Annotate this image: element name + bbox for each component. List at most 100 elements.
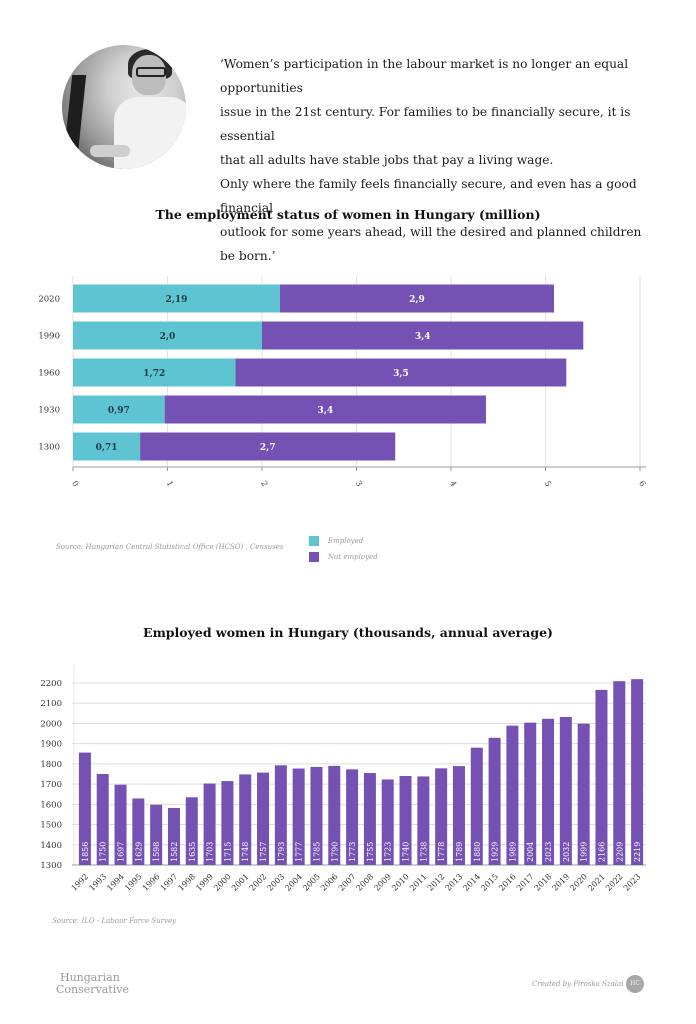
bar <box>452 766 465 865</box>
data-label-employed: 0,71 <box>96 443 118 453</box>
data-label: 1750 <box>99 842 108 862</box>
x-tick-label: 2003 <box>265 872 286 893</box>
y-tick-label: 1400 <box>40 841 62 851</box>
bar-not-employed <box>279 284 555 313</box>
y-category-label: 1960 <box>38 369 60 379</box>
bar <box>239 774 252 865</box>
x-tick-label: 2018 <box>533 872 554 893</box>
data-label-not-employed: 2,7 <box>260 443 276 453</box>
bar <box>613 681 626 865</box>
data-label-employed: 1,72 <box>143 369 165 379</box>
y-category-label: 1990 <box>38 332 60 342</box>
x-tick-label: 2009 <box>372 872 393 893</box>
chart2-source: Source: ILO - Labour Force Survey <box>52 917 177 925</box>
x-tick-label: 2014 <box>461 872 482 893</box>
bar <box>595 689 608 865</box>
bar <box>506 725 519 865</box>
data-label: 2023 <box>544 842 553 862</box>
x-tick-label: 1996 <box>141 872 162 893</box>
bar <box>221 781 234 865</box>
y-tick-label: 2200 <box>40 679 62 689</box>
x-tick-label: 2001 <box>230 872 251 893</box>
legend-label-not-employed: Not employed <box>328 553 378 561</box>
data-label: 1582 <box>170 842 179 862</box>
bar <box>78 752 91 865</box>
x-tick-label: 2017 <box>515 872 536 893</box>
data-label: 1989 <box>508 842 517 862</box>
y-tick-label: 1700 <box>40 780 62 790</box>
quote-line: ‘Women’s participation in the labour mar… <box>220 57 629 95</box>
brand-line1: Hungarian <box>60 971 120 984</box>
bar-not-employed <box>262 321 584 350</box>
bar <box>381 779 394 865</box>
bar <box>470 747 483 865</box>
bar <box>488 737 501 865</box>
chart1-legend: Employed Not employed <box>309 533 378 565</box>
legend-swatch-not-employed <box>309 552 319 562</box>
data-label: 1773 <box>348 842 357 862</box>
y-category-label: 1930 <box>38 406 60 416</box>
x-tick-label: 2 <box>259 479 269 488</box>
data-label-not-employed: 3,4 <box>317 406 333 416</box>
x-tick-label: 1997 <box>159 872 180 893</box>
x-tick-label: 1 <box>164 479 174 488</box>
hands-shape <box>90 145 130 157</box>
x-tick-label: 3 <box>353 479 363 488</box>
quote-line: issue in the 21st century. For families … <box>220 105 631 143</box>
glasses-shape <box>136 67 166 77</box>
bar <box>328 765 341 865</box>
y-tick-label: 1600 <box>40 800 62 810</box>
bar-employed <box>73 395 165 424</box>
data-label: 2166 <box>597 842 606 862</box>
bar <box>524 722 537 865</box>
x-tick-label: 2020 <box>568 872 589 893</box>
legend-swatch-employed <box>309 536 319 546</box>
bar <box>310 766 323 865</box>
bar <box>417 776 430 865</box>
bar <box>542 718 555 865</box>
bar-not-employed <box>235 358 567 387</box>
data-label: 1999 <box>580 842 589 862</box>
x-tick-label: 2002 <box>248 872 269 893</box>
bar <box>132 798 145 865</box>
bar <box>203 783 216 865</box>
x-tick-label: 2000 <box>212 872 233 893</box>
chart2-title: Employed women in Hungary (thousands, an… <box>143 625 553 640</box>
data-label: 1856 <box>81 842 90 862</box>
x-tick-label: 2011 <box>408 872 429 893</box>
x-tick-label: 1998 <box>176 872 197 893</box>
data-label: 2032 <box>562 842 571 862</box>
bar <box>292 768 305 865</box>
data-label: 2219 <box>633 842 642 862</box>
legend-item-employed: Employed <box>309 533 378 549</box>
bar-not-employed <box>164 395 486 424</box>
data-label: 1880 <box>473 842 482 862</box>
data-label: 2004 <box>526 842 535 862</box>
x-tick-label: 2004 <box>283 872 304 893</box>
x-tick-label: 2012 <box>426 872 447 893</box>
data-label-not-employed: 3,4 <box>415 332 431 342</box>
data-label: 1785 <box>312 842 321 862</box>
x-tick-label: 2019 <box>550 872 571 893</box>
data-label: 1748 <box>241 842 250 862</box>
bar <box>399 776 412 865</box>
bar <box>435 768 448 865</box>
data-label: 1790 <box>330 842 339 862</box>
bar-employed <box>73 284 280 313</box>
quote-line: Only where the family feels financially … <box>220 177 637 215</box>
monitor-shape <box>63 75 87 155</box>
data-label-not-employed: 2,9 <box>409 295 425 305</box>
x-tick-label: 2021 <box>586 872 607 893</box>
x-tick-label: 2010 <box>390 872 411 893</box>
data-label: 1777 <box>295 842 304 862</box>
x-tick-label: 1999 <box>194 872 215 893</box>
brand-logo: Hungarian Conservative <box>56 972 129 996</box>
bar <box>363 772 376 865</box>
x-tick-label: 2008 <box>355 872 376 893</box>
bar <box>559 716 572 865</box>
data-label: 1793 <box>277 842 286 862</box>
credit-text: Created by Piroska Szalai <box>532 980 624 988</box>
x-tick-label: 2023 <box>622 872 643 893</box>
x-tick-label: 2022 <box>604 872 625 893</box>
y-tick-label: 2000 <box>40 719 62 729</box>
